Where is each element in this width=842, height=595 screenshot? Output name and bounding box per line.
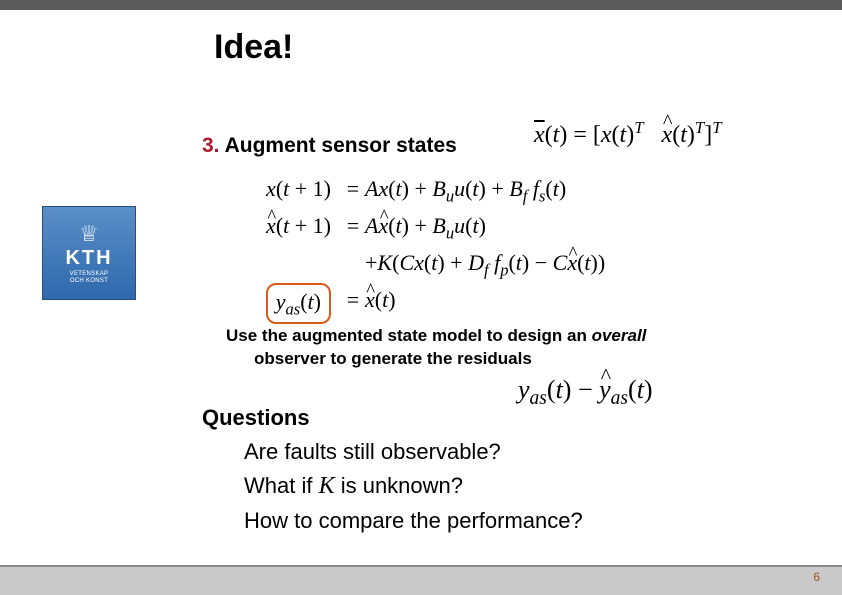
slide-title: Idea! [214,28,293,67]
logo-subtext-2: OCH KONST [70,278,108,284]
equation-row-2: x(t + 1) = Ax(t) + Buu(t) [226,209,605,246]
questions-list: Are faults still observable? What if K i… [244,435,583,537]
page-number: 6 [813,570,820,584]
state-equations: x(t + 1) = Ax(t) + Buu(t) + Bf fs(t) x(t… [226,172,605,324]
question-1: Are faults still observable? [244,435,583,468]
use-text-line2: observer to generate the residuals [226,348,796,371]
equation-row-1: x(t + 1) = Ax(t) + Buu(t) + Bf fs(t) [226,172,605,209]
questions-heading: Questions [202,405,310,431]
kth-logo: ♕ KTH VETENSKAP OCH KONST [42,206,136,300]
point-heading: 3. Augment sensor states [202,134,457,158]
yas-highlight-box: yas(t) [266,283,331,324]
slide-body: Idea! 3. Augment sensor states x(t) = [x… [16,10,826,565]
crown-icon: ♕ [79,223,99,245]
question-2: What if K is unknown? [244,468,583,504]
residual-equation: yas(t) − yas(t) [518,375,653,410]
logo-subtext-1: VETENSKAP [70,271,109,277]
point-number: 3. [202,134,220,157]
bottom-bar [0,565,842,595]
use-augmented-text: Use the augmented state model to design … [226,325,796,371]
logo-text: KTH [65,247,112,270]
augmented-state-definition: x(t) = [x(t)T x(t)T]T [534,118,722,149]
point-label: Augment sensor states [225,134,457,157]
equation-row-3: +K(Cx(t) + Df fp(t) − Cx(t)) [226,246,605,283]
use-text-a: Use the augmented state model to design … [226,326,592,345]
equation-row-4: yas(t) = x(t) [226,283,605,324]
question-3: How to compare the performance? [244,504,583,537]
use-text-overall: overall [592,326,647,345]
k-symbol: K [319,473,335,499]
top-bar [0,0,842,10]
